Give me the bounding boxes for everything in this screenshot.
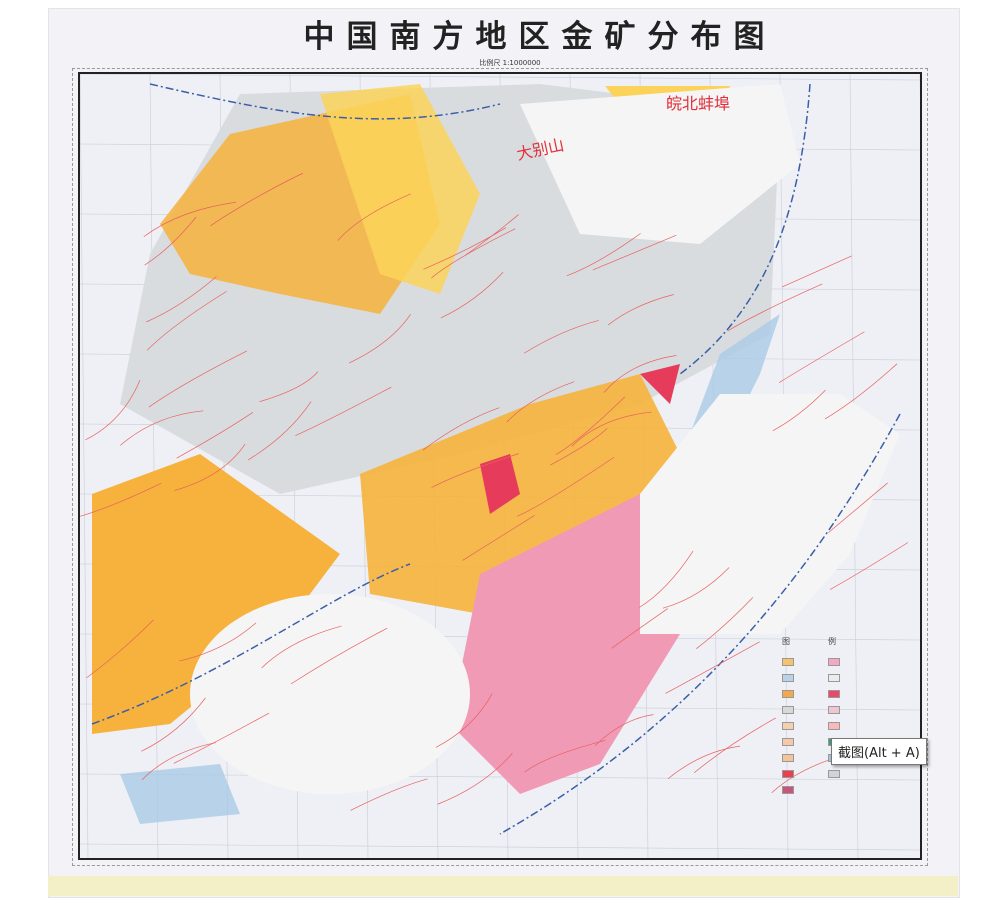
- fault-line: [506, 381, 575, 423]
- legend-swatch: [828, 770, 840, 778]
- fault-line: [176, 412, 254, 459]
- fault-line: [259, 371, 319, 402]
- fault-line: [423, 227, 507, 270]
- legend-swatch: [782, 674, 794, 682]
- fault-line: [141, 697, 206, 752]
- legend-title-1: 图: [782, 637, 790, 646]
- screenshot-tooltip: 截图(Alt + A): [831, 738, 927, 765]
- fault-line: [772, 389, 826, 431]
- fault-line: [782, 255, 852, 288]
- fault-line: [295, 386, 392, 436]
- fault-line: [829, 542, 909, 590]
- fault-line: [555, 396, 626, 455]
- fault-line: [247, 401, 312, 461]
- fault-line: [667, 745, 741, 780]
- fault-line: [550, 428, 608, 466]
- legend-swatch: [782, 738, 794, 746]
- fault-line: [120, 410, 204, 446]
- boundary-line: [91, 83, 901, 835]
- fault-line: [727, 283, 823, 332]
- fault-line: [337, 193, 411, 241]
- region-blue-coast: [120, 314, 780, 824]
- fault-line: [431, 453, 519, 488]
- fault-line: [828, 482, 888, 533]
- legend-swatch: [828, 722, 840, 730]
- graticule-meridian: [80, 74, 89, 858]
- fault-line: [80, 483, 162, 517]
- fault-line: [665, 641, 760, 694]
- scan-edge-strip: [48, 876, 958, 896]
- map-canvas: [80, 74, 920, 858]
- fault-line: [594, 714, 654, 747]
- fault-line: [440, 272, 504, 319]
- graticule-parallel: [80, 74, 920, 81]
- map-title: 中国南方地区金矿分布图: [303, 19, 777, 55]
- map-frame: 皖北蚌埠 大别山: [78, 72, 922, 860]
- fault-line: [437, 752, 513, 805]
- fault-line: [261, 625, 342, 669]
- legend-swatch: [782, 706, 794, 714]
- fault-line: [174, 443, 246, 491]
- legend-swatch: [782, 658, 794, 666]
- fault-line: [639, 550, 694, 608]
- legend-swatch: [828, 706, 840, 714]
- fault-line: [435, 693, 493, 748]
- legend-swatch: [782, 690, 794, 698]
- fault-line: [350, 778, 428, 811]
- legend-swatch: [828, 658, 840, 666]
- map-outer-frame: [72, 68, 928, 866]
- fault-line: [146, 291, 227, 351]
- fault-line: [290, 627, 388, 685]
- map-legend: 图 例: [776, 636, 906, 806]
- graticule-parallel: [80, 843, 920, 851]
- fault-line: [210, 172, 303, 227]
- legend-swatch: [782, 770, 794, 778]
- legend-swatch: [782, 786, 794, 794]
- fault-line: [523, 320, 599, 354]
- region-yellow-north: [320, 84, 480, 294]
- fault-line: [85, 380, 141, 441]
- fault-line: [431, 228, 516, 279]
- region-red-mining: [480, 104, 680, 514]
- fault-line: [592, 234, 677, 271]
- legend-swatch: [828, 690, 840, 698]
- fault-line: [422, 407, 500, 451]
- fault-line: [603, 355, 677, 393]
- region-orange-west: [92, 454, 340, 734]
- fault-line: [693, 717, 777, 774]
- fault-line: [611, 608, 668, 649]
- legend-swatch: [782, 722, 794, 730]
- fault-line: [146, 276, 217, 323]
- fault-line: [86, 619, 154, 679]
- fault-line: [179, 622, 257, 662]
- fault-line: [144, 216, 197, 266]
- fault-lines: [80, 172, 909, 811]
- fault-line: [173, 712, 270, 764]
- map-scale: 比例尺 1:1000000: [479, 59, 541, 67]
- fault-line: [662, 567, 730, 609]
- fault-line: [348, 314, 411, 364]
- fault-line: [696, 597, 754, 649]
- region-white-east: [640, 394, 900, 634]
- fault-line: [571, 411, 652, 447]
- fault-line: [516, 456, 615, 517]
- fault-line: [462, 514, 535, 561]
- region-label-wanbei-bengbu: 皖北蚌埠: [666, 94, 731, 113]
- fault-line: [824, 363, 898, 420]
- fault-line: [524, 739, 606, 773]
- fault-line: [566, 233, 641, 277]
- fault-line: [143, 201, 237, 237]
- graticule-meridian: [149, 74, 159, 858]
- fault-line: [778, 331, 865, 383]
- fault-line: [607, 294, 674, 326]
- legend-swatch: [782, 754, 794, 762]
- fault-line: [148, 350, 248, 408]
- region-white-northeast: [520, 84, 800, 244]
- region-white-southwest: [190, 594, 470, 794]
- legend-swatch: [828, 674, 840, 682]
- fault-line: [141, 742, 216, 780]
- legend-title-2: 例: [828, 637, 836, 646]
